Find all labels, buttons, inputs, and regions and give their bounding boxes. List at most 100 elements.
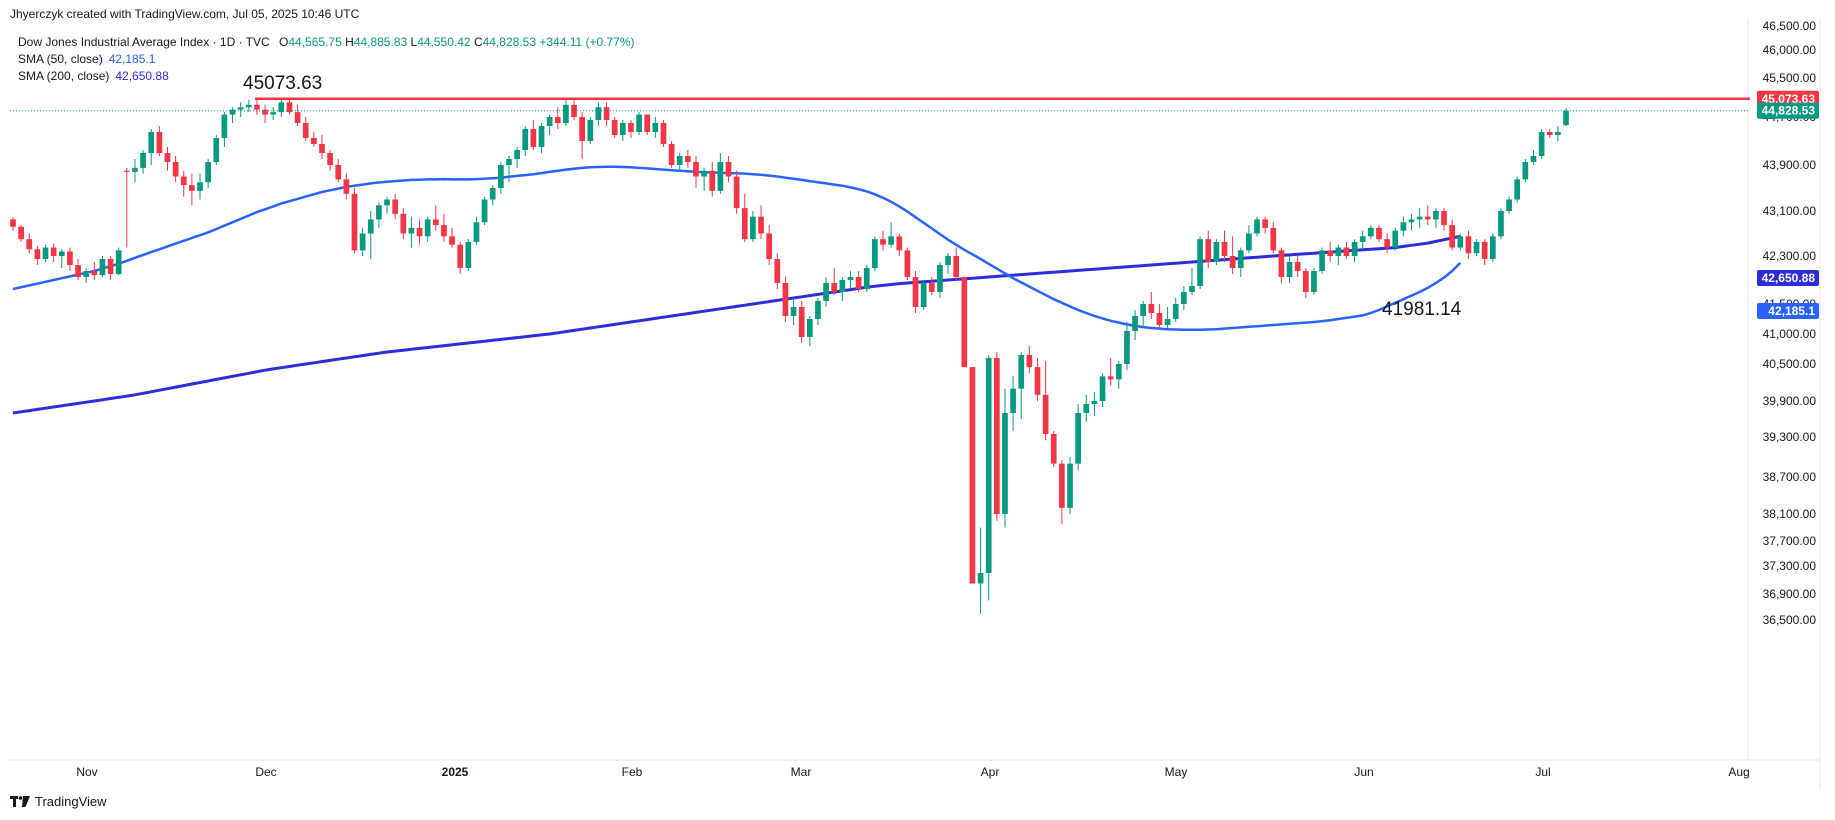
candle-body — [229, 109, 236, 115]
candle — [750, 211, 756, 242]
candle — [1237, 247, 1244, 277]
time-tick-label: May — [1165, 765, 1188, 779]
candle-body — [912, 277, 919, 307]
candle-body — [1050, 434, 1057, 464]
tradingview-brand[interactable]: TradingView — [10, 794, 107, 809]
candle — [1164, 307, 1171, 328]
candle-body — [465, 241, 472, 268]
candle-body — [766, 233, 773, 259]
candle — [58, 249, 65, 268]
candle-body — [1392, 230, 1399, 248]
candle — [1555, 126, 1561, 141]
candle — [798, 301, 805, 343]
candle — [489, 185, 496, 206]
candle-body — [953, 256, 960, 277]
candle-body — [172, 162, 179, 177]
candle — [1067, 457, 1073, 514]
candle — [392, 193, 398, 220]
price-tick-label: 42,300.00 — [1763, 249, 1817, 263]
candle-body — [1368, 227, 1374, 237]
candle — [432, 205, 439, 231]
candle — [1026, 346, 1033, 374]
candle — [1229, 236, 1236, 274]
candle-body — [205, 162, 211, 183]
candle-body — [1189, 286, 1195, 292]
candle — [229, 107, 236, 123]
legend-sma50-row[interactable]: SMA (50, close) 42,185.1 — [18, 51, 635, 68]
candle — [912, 271, 919, 313]
candle — [660, 120, 667, 147]
candle-body — [1506, 199, 1512, 211]
time-tick-label: Jul — [1535, 765, 1550, 779]
candle-body — [806, 319, 813, 337]
candle — [449, 227, 455, 248]
candle-body — [1376, 227, 1382, 240]
candle-body — [424, 219, 431, 237]
candle-body — [457, 244, 464, 268]
change-value: +344.11 (+0.77%) — [539, 35, 635, 49]
candle — [1294, 256, 1301, 277]
candle — [1083, 394, 1090, 422]
candle — [400, 208, 407, 240]
candle-body — [1408, 219, 1415, 223]
candle — [245, 99, 252, 113]
candle — [83, 268, 90, 283]
candle — [1465, 230, 1472, 259]
candle-body — [1254, 219, 1260, 234]
candle — [603, 102, 610, 126]
candle — [172, 156, 179, 183]
candle-body — [1221, 241, 1228, 256]
candle — [522, 126, 529, 156]
candle — [1481, 239, 1488, 265]
candle-body — [1522, 162, 1529, 180]
candle-body — [1319, 250, 1325, 271]
candle — [896, 233, 903, 256]
candle-body — [668, 144, 675, 165]
candle — [1099, 373, 1106, 407]
price-tick-label: 41,000.00 — [1763, 327, 1817, 341]
candle — [1107, 358, 1114, 386]
candle — [123, 167, 130, 248]
candle — [294, 104, 301, 126]
candle-body — [644, 114, 651, 132]
price-annotation: 45073.63 — [243, 73, 322, 94]
candle — [148, 129, 155, 165]
candle — [351, 188, 358, 254]
candle-body — [489, 188, 496, 200]
candle-body — [1449, 225, 1456, 248]
candle-body — [10, 219, 16, 227]
candle — [1506, 196, 1512, 214]
candle — [888, 222, 894, 248]
candle-body — [481, 199, 488, 223]
candle — [863, 265, 870, 292]
candle-body — [652, 123, 659, 132]
candle — [741, 193, 748, 242]
candle — [1400, 216, 1407, 237]
candle-body — [1172, 304, 1179, 319]
candle-body — [302, 123, 309, 138]
candle-body — [262, 109, 268, 115]
candle — [815, 298, 821, 325]
price-tag-label: 45,073.63 — [1762, 92, 1816, 106]
candle-body — [1538, 132, 1545, 156]
legend-symbol-row[interactable]: Dow Jones Industrial Average Index · 1D … — [18, 34, 635, 51]
candle — [685, 150, 691, 168]
legend-sma200-row[interactable]: SMA (200, close) 42,650.88 — [18, 68, 635, 85]
candle — [1140, 301, 1147, 328]
candle-body — [148, 132, 155, 153]
candle-body — [1433, 211, 1439, 220]
candle — [676, 153, 683, 171]
candle — [1319, 247, 1325, 274]
candle-body — [1059, 463, 1065, 508]
candle — [189, 173, 195, 206]
candle — [115, 247, 122, 276]
candle-body — [685, 156, 691, 162]
candle-body — [449, 236, 455, 245]
candle-body — [937, 265, 943, 292]
candle — [506, 156, 512, 183]
candle-body — [1335, 247, 1342, 256]
candle — [1457, 233, 1464, 251]
candle-body — [595, 107, 602, 120]
candle — [319, 135, 325, 159]
